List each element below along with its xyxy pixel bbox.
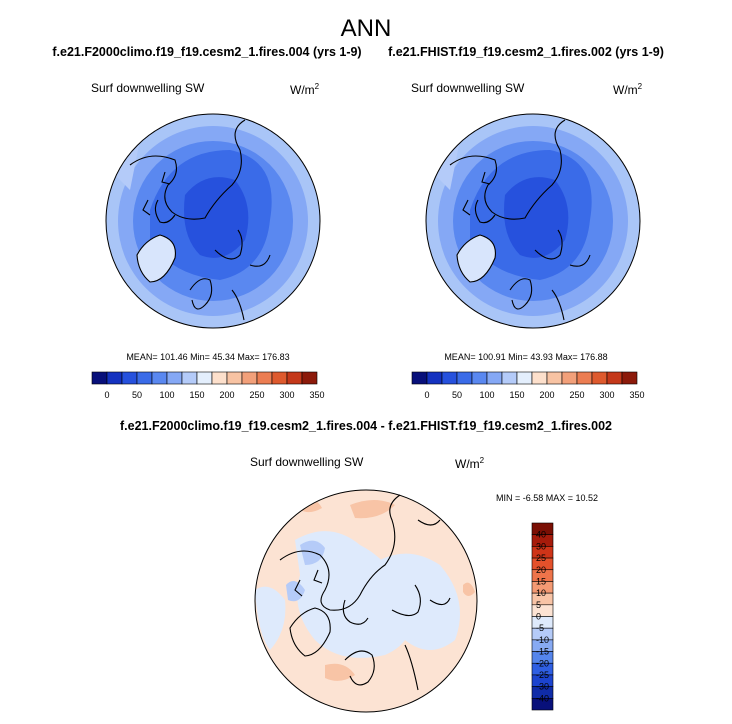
panel-1: f.e21.F2000climo.f19_f19.cesm2_1.fires.0… [52,45,361,400]
colorbar-1-box [211,371,228,385]
colorbar-1-box [271,371,288,385]
diff-colorbar-tick-label: 20 [536,565,546,575]
colorbar-2-tick-label: 300 [599,390,614,400]
panel-2: f.e21.FHIST.f19_f19.cesm2_1.fires.002 (y… [388,45,664,400]
colorbar-1-box [196,371,213,385]
colorbar-2-box [456,371,473,385]
panel-2-variable: Surf downwelling SW [411,81,525,95]
diff-colorbar-tick-label: 0 [536,612,541,622]
diff-colorbar-tick-label: -15 [536,647,549,657]
colorbar-1-box [301,371,318,385]
colorbar-1-box [286,371,303,385]
diff-colorbar-tick-label: -25 [536,670,549,680]
panel-1-case-title: f.e21.F2000climo.f19_f19.cesm2_1.fires.0… [52,45,361,59]
colorbar-2-tick-label: 100 [479,390,494,400]
colorbar-2-tick-label: 0 [424,390,429,400]
colorbar-2-box [411,371,428,385]
diff-colorbar-tick-label: 10 [536,588,546,598]
colorbar-1-box [181,371,198,385]
figure-title: ANN [341,15,392,42]
colorbar-1-tick-label: 200 [219,390,234,400]
colorbar-1-box [106,371,123,385]
colorbar-2-box [516,371,533,385]
colorbar-2-tick-label: 250 [569,390,584,400]
panel-2-map-border [425,113,641,329]
diff-colorbar-tick-label: 15 [536,576,546,586]
diff-colorbar-tick-label: 5 [536,600,541,610]
diff-coastlines [279,494,451,691]
colorbar-1-box [91,371,108,385]
diff-case-title: f.e21.F2000climo.f19_f19.cesm2_1.fires.0… [120,419,612,433]
colorbar-2-box [531,371,548,385]
diff-colorbar-tick-label: -30 [536,682,549,692]
colorbar-2-tick-label: 150 [509,390,524,400]
colorbar-2-box [426,371,443,385]
diff-colorbar-tick-label: -10 [536,635,549,645]
colorbar-1-box [121,371,138,385]
panel-2-coastlines [449,119,591,321]
colorbar-1-tick-label: 50 [132,390,142,400]
panel-1-map-border [105,113,321,329]
colorbar-1-tick-label: 0 [104,390,109,400]
colorbar-1-box [136,371,153,385]
colorbar-2-box [546,371,563,385]
panel-2-stats: MEAN= 100.91 Min= 43.93 Max= 176.88 [444,352,607,362]
colorbar-2-box [591,371,608,385]
panel-2-map [426,114,640,328]
colorbar-1-tick-label: 100 [159,390,174,400]
diff-map [255,490,477,712]
diff-colorbar-tick-label: 40 [536,530,546,540]
colorbar-2-box [606,371,623,385]
panel-2-units: W/m2 [613,82,643,97]
diff-colorbar-tick-label: -20 [536,658,549,668]
diff-colorbar-tick-label: 30 [536,541,546,551]
diff-variable: Surf downwelling SW [250,455,364,469]
diff-units: W/m2 [455,456,485,471]
panel-1-map [106,114,320,328]
colorbar-1-tick-label: 150 [189,390,204,400]
panel-2-colorbar: 0 50 100 150 200 250 300 350 [411,371,645,400]
colorbar-1-tick-label: 250 [249,390,264,400]
colorbar-1-box [256,371,273,385]
panel-1-coastlines [129,119,271,321]
colorbar-2-box [501,371,518,385]
diff-stats: MIN = -6.58 MAX = 10.52 [496,493,598,503]
panel-1-colorbar: 0 50 100 150 200 250 300 350 [91,371,325,400]
colorbar-2-box [441,371,458,385]
colorbar-2-box [486,371,503,385]
colorbar-2-tick-label: 50 [452,390,462,400]
colorbar-1-box [241,371,258,385]
colorbar-1-box [151,371,168,385]
diff-panel: f.e21.F2000climo.f19_f19.cesm2_1.fires.0… [120,419,612,713]
colorbar-1-box [166,371,183,385]
diff-colorbar-tick-label: 25 [536,553,546,563]
colorbar-1-tick-label: 350 [309,390,324,400]
diff-map-border [254,489,478,713]
colorbar-2-box [471,371,488,385]
colorbar-2-box [621,371,638,385]
colorbar-2-tick-label: 200 [539,390,554,400]
panel-1-stats: MEAN= 101.46 Min= 45.34 Max= 176.83 [126,352,289,362]
panel-1-variable: Surf downwelling SW [91,81,205,95]
colorbar-2-box [561,371,578,385]
colorbar-2-tick-label: 350 [629,390,644,400]
panel-2-case-title: f.e21.FHIST.f19_f19.cesm2_1.fires.002 (y… [388,45,664,59]
colorbar-1-tick-label: 300 [279,390,294,400]
diff-colorbar-tick-label: -40 [536,693,549,703]
diff-colorbar-box [531,698,554,711]
diff-colorbar-tick-label: -5 [536,623,544,633]
colorbar-1-box [226,371,243,385]
panel-1-units: W/m2 [290,82,320,97]
colorbar-2-box [576,371,593,385]
